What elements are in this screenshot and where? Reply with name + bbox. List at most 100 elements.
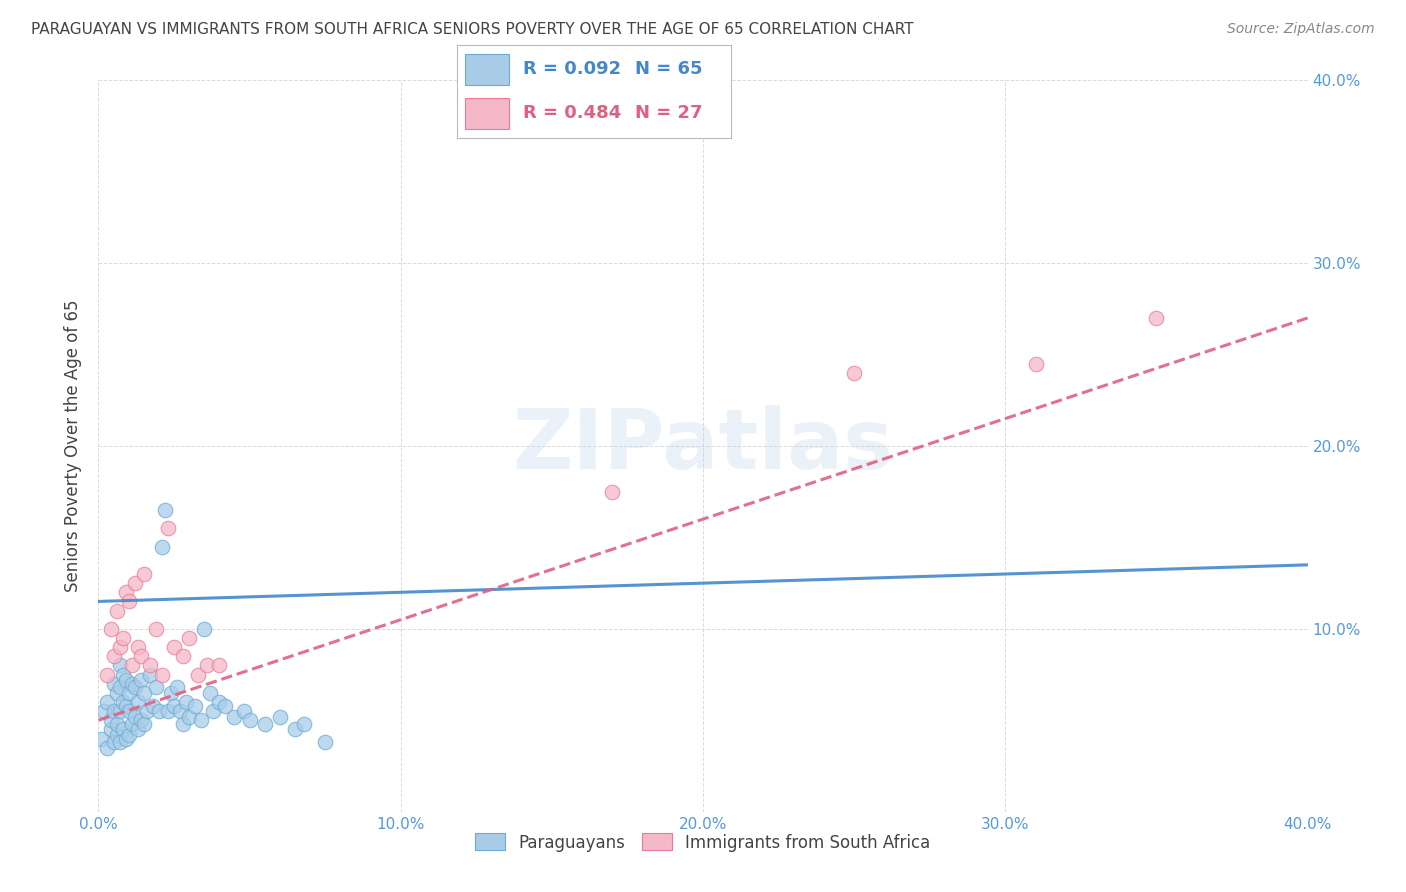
Point (314, 735, 336, 749)
Point (114, 673, 136, 687)
Point (103, 649, 125, 664)
Point (108, 658, 131, 673)
Point (1144, 310, 1167, 325)
Point (224, 709, 246, 723)
Point (124, 576, 146, 591)
Point (132, 567, 155, 582)
Point (184, 698, 207, 713)
Point (114, 585, 136, 599)
Text: R = 0.092: R = 0.092 (523, 61, 621, 78)
Point (105, 603, 128, 617)
Point (239, 714, 262, 728)
Point (200, 686, 222, 700)
Point (124, 709, 146, 723)
Point (139, 667, 162, 681)
Point (100, 714, 122, 728)
Point (169, 704, 191, 718)
Point (172, 717, 194, 731)
Point (108, 704, 131, 718)
Point (150, 667, 173, 681)
Point (111, 695, 134, 709)
Point (100, 723, 122, 737)
Point (108, 681, 131, 695)
Point (142, 698, 165, 713)
Point (100, 622, 122, 636)
Point (179, 709, 201, 723)
Point (132, 686, 155, 700)
Point (103, 735, 125, 749)
Text: N = 27: N = 27 (636, 104, 703, 122)
Point (105, 728, 128, 742)
Point (118, 686, 141, 700)
Point (121, 658, 143, 673)
Bar (465, 54, 509, 85)
Point (844, 366, 866, 380)
Point (214, 698, 236, 713)
Point (202, 704, 225, 718)
Point (127, 723, 149, 737)
Point (114, 731, 136, 746)
Text: N = 65: N = 65 (636, 61, 703, 78)
Point (253, 717, 276, 731)
Point (96, 740, 118, 755)
Bar (465, 98, 509, 129)
Point (118, 594, 141, 608)
Point (187, 667, 209, 681)
Point (292, 717, 315, 731)
Point (93, 704, 115, 718)
Point (103, 704, 125, 718)
Point (111, 631, 134, 645)
Text: Source: ZipAtlas.com: Source: ZipAtlas.com (1227, 22, 1375, 37)
Point (111, 667, 134, 681)
Point (166, 681, 188, 695)
Point (105, 686, 128, 700)
Point (208, 658, 231, 673)
Point (1024, 357, 1046, 371)
Point (145, 622, 167, 636)
Point (602, 484, 624, 499)
Point (174, 695, 197, 709)
Point (129, 714, 152, 728)
Point (118, 728, 141, 742)
Point (139, 658, 162, 673)
Point (193, 622, 215, 636)
Point (124, 681, 146, 695)
Point (179, 631, 201, 645)
Point (150, 540, 173, 554)
Point (111, 723, 134, 737)
Point (208, 695, 231, 709)
Point (284, 723, 307, 737)
Point (135, 704, 157, 718)
Text: ZIPatlas: ZIPatlas (513, 406, 893, 486)
Point (156, 704, 179, 718)
Point (127, 695, 149, 709)
Point (172, 649, 194, 664)
Point (145, 681, 167, 695)
Point (114, 698, 136, 713)
Point (129, 649, 152, 664)
Point (190, 714, 212, 728)
Legend: Paraguayans, Immigrants from South Africa: Paraguayans, Immigrants from South Afric… (468, 827, 938, 858)
Point (103, 676, 125, 690)
Point (105, 717, 128, 731)
Point (108, 735, 131, 749)
Point (121, 717, 143, 731)
Point (96, 695, 118, 709)
Point (160, 686, 183, 700)
Point (232, 704, 254, 718)
Point (163, 698, 186, 713)
Point (96, 667, 118, 681)
Point (127, 640, 149, 655)
Point (118, 704, 141, 718)
Y-axis label: Seniors Poverty Over the Age of 65: Seniors Poverty Over the Age of 65 (65, 300, 83, 592)
Point (269, 709, 291, 723)
Point (148, 704, 170, 718)
Point (156, 521, 179, 535)
Text: R = 0.484: R = 0.484 (523, 104, 621, 122)
Text: PARAGUAYAN VS IMMIGRANTS FROM SOUTH AFRICA SENIORS POVERTY OVER THE AGE OF 65 CO: PARAGUAYAN VS IMMIGRANTS FROM SOUTH AFRI… (31, 22, 914, 37)
Point (132, 717, 155, 731)
Point (129, 673, 152, 687)
Point (108, 640, 131, 655)
Point (153, 503, 176, 517)
Point (163, 640, 186, 655)
